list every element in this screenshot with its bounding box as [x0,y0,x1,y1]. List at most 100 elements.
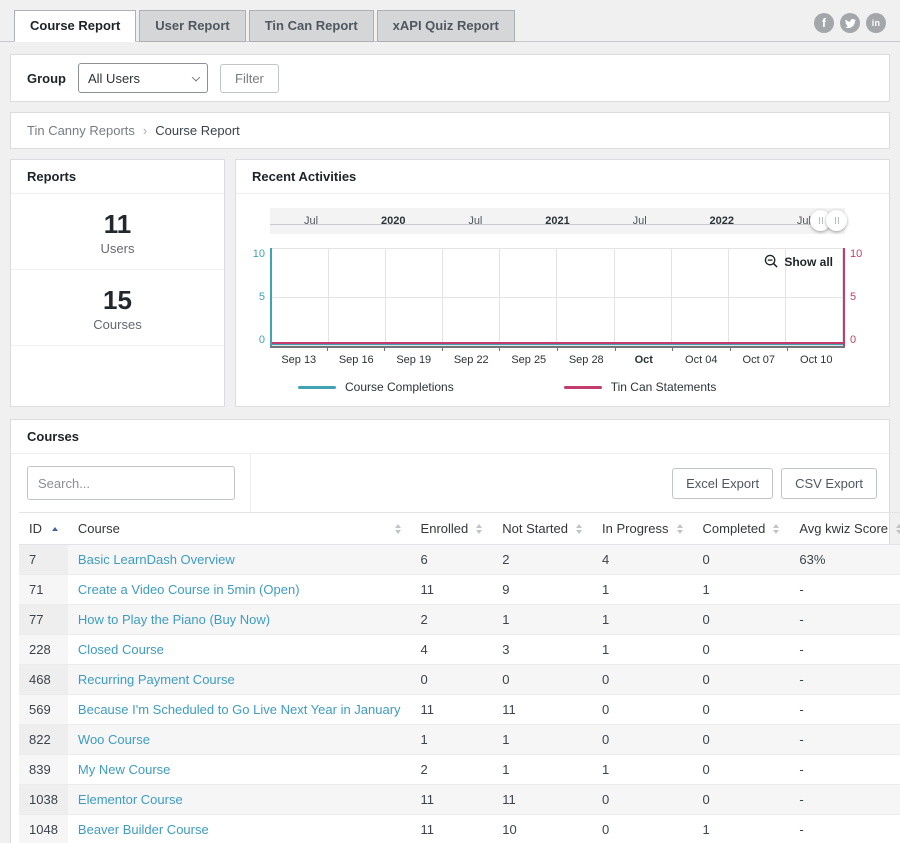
navigator-right-handle[interactable] [826,210,847,231]
column-header-course[interactable]: Course [68,513,411,545]
cell-id: 569 [19,695,68,725]
navigator-label: 2021 [516,208,598,234]
y-tick-left: 0 [242,334,265,346]
column-label: Course [78,521,120,536]
y-tick-right: 5 [850,291,873,303]
cell-completed: 0 [693,635,790,665]
cell-completed: 0 [693,605,790,635]
table-row: 77How to Play the Piano (Buy Now)2110-0%… [19,605,900,635]
cell-avg_kwiz: - [789,635,900,665]
facebook-icon[interactable]: f [814,13,834,33]
cell-avg_kwiz: - [789,695,900,725]
show-all-button[interactable]: Show all [764,254,833,269]
cell-avg_kwiz: - [789,815,900,843]
column-header-id[interactable]: ID [19,513,68,545]
x-tick-label: Oct [615,354,673,366]
column-header-enrolled[interactable]: Enrolled [411,513,493,545]
x-tick-label: Sep 16 [328,354,386,366]
y-tick-right: 10 [850,248,873,260]
csv-export-button[interactable]: CSV Export [781,468,877,499]
filter-button[interactable]: Filter [220,64,279,93]
cell-not_started: 10 [492,815,592,843]
excel-export-button[interactable]: Excel Export [672,468,773,499]
x-tick-label: Sep 13 [270,354,328,366]
cell-enrolled: 2 [411,755,493,785]
column-header-not-started[interactable]: Not Started [492,513,592,545]
cell-in_progress: 1 [592,575,692,605]
legend-item-tin-can-statements[interactable]: Tin Can Statements [564,380,717,394]
cell-completed: 1 [693,815,790,843]
table-row: 839My New Course2110-0%See details [19,755,900,785]
column-header-completed[interactable]: Completed [693,513,790,545]
search-input[interactable] [27,466,235,500]
cell-avg_kwiz: - [789,605,900,635]
x-tick-label: Oct 10 [788,354,846,366]
cell-enrolled: 2 [411,605,493,635]
column-header-avg-kwiz-score[interactable]: Avg kwiz Score [789,513,900,545]
chart-plot-row: 10 5 0 Show all [242,248,873,346]
axis-tick [731,348,789,351]
tab-tin-can-report[interactable]: Tin Can Report [249,10,374,42]
top-tab-bar: Course ReportUser ReportTin Can ReportxA… [0,0,900,42]
x-tick-label: Oct 07 [730,354,788,366]
cell-course: How to Play the Piano (Buy Now) [68,605,411,635]
course-link[interactable]: Beaver Builder Course [78,822,209,837]
x-tick-label: Oct 04 [673,354,731,366]
cell-completed: 0 [693,755,790,785]
cell-in_progress: 0 [592,665,692,695]
linkedin-icon[interactable]: in [866,13,886,33]
tab-user-report[interactable]: User Report [139,10,245,42]
axis-tick [500,348,558,351]
stat-value: 11 [11,209,224,240]
column-header-in-progress[interactable]: In Progress [592,513,692,545]
course-link[interactable]: Because I'm Scheduled to Go Live Next Ye… [78,702,401,717]
cell-avg_kwiz: - [789,755,900,785]
course-link[interactable]: Create a Video Course in 5min (Open) [78,582,300,597]
course-link[interactable]: Recurring Payment Course [78,672,235,687]
cell-course: Closed Course [68,635,411,665]
chart-timeline-navigator[interactable]: Jul2020Jul2021Jul2022Jul [270,208,845,234]
table-row: 7Basic LearnDash Overview624063%0%See de… [19,545,900,575]
y-tick-left: 5 [242,291,265,303]
cell-not_started: 2 [492,545,592,575]
table-row: 71Create a Video Course in 5min (Open)11… [19,575,900,605]
report-stats: 11Users15Courses [11,194,224,346]
twitter-icon[interactable] [840,13,860,33]
column-label: Completed [703,521,766,536]
course-link[interactable]: Basic LearnDash Overview [78,552,235,567]
cell-not_started: 1 [492,725,592,755]
navigator-label: Jul [434,208,516,234]
navigator-label: 2020 [352,208,434,234]
reports-panel-title: Reports [11,160,224,194]
course-link[interactable]: My New Course [78,762,170,777]
legend-item-course-completions[interactable]: Course Completions [298,380,454,394]
cell-id: 1038 [19,785,68,815]
course-link[interactable]: How to Play the Piano (Buy Now) [78,612,270,627]
axis-tick [788,348,845,351]
axis-tick [616,348,674,351]
cell-course: Create a Video Course in 5min (Open) [68,575,411,605]
tab-course-report[interactable]: Course Report [14,10,136,42]
cell-enrolled: 11 [411,815,493,843]
group-select[interactable]: All Users [78,63,208,93]
cell-completed: 0 [693,665,790,695]
axis-tick [385,348,443,351]
cell-enrolled: 11 [411,785,493,815]
cell-avg_kwiz: - [789,725,900,755]
cell-not_started: 0 [492,665,592,695]
navigator-label: 2022 [681,208,763,234]
breadcrumb-root-link[interactable]: Tin Canny Reports [27,123,135,138]
y-axis-right: 10 5 0 [845,248,873,346]
cell-completed: 0 [693,785,790,815]
activities-chart: Jul2020Jul2021Jul2022Jul 1050 [236,194,889,406]
cell-not_started: 11 [492,695,592,725]
dashboard-row: Reports 11Users15Courses Recent Activiti… [10,159,890,407]
y-tick-right: 0 [850,334,873,346]
course-link[interactable]: Woo Course [78,732,150,747]
course-link[interactable]: Closed Course [78,642,164,657]
course-link[interactable]: Elementor Course [78,792,183,807]
cell-in_progress: 0 [592,725,692,755]
tab-xapi-quiz-report[interactable]: xAPI Quiz Report [377,10,515,42]
cell-enrolled: 6 [411,545,493,575]
cell-course: Recurring Payment Course [68,665,411,695]
